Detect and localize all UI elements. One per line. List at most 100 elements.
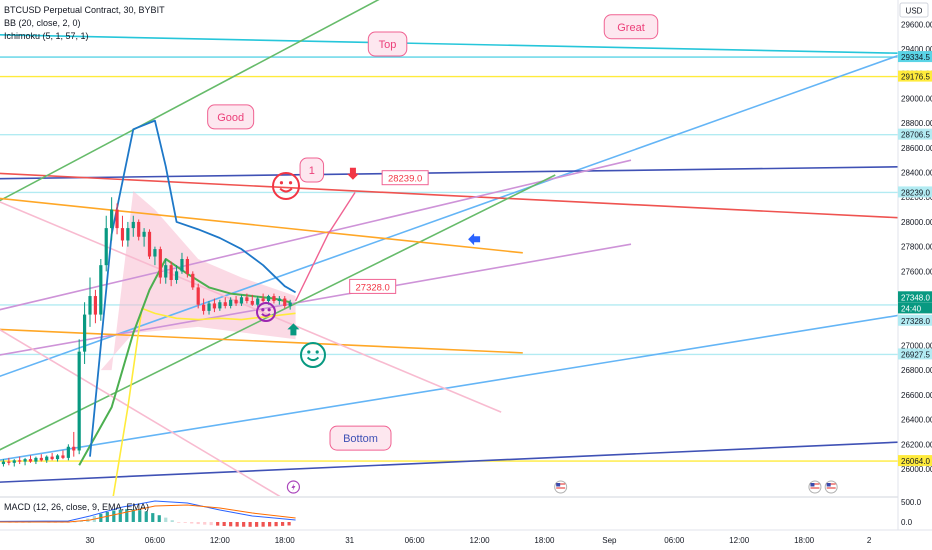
- macd-bar: [170, 520, 174, 522]
- candle-body: [191, 273, 195, 288]
- macd-bar: [196, 522, 200, 525]
- macd-bar: [73, 521, 77, 523]
- price-tick-label: 29400.00: [901, 45, 932, 54]
- candle: [202, 298, 206, 315]
- candle-body: [110, 209, 114, 229]
- trend-line: [0, 166, 898, 180]
- time-tick-label: 12:00: [210, 536, 231, 545]
- flash-icon[interactable]: [286, 480, 301, 494]
- face-icon: [300, 342, 326, 368]
- price-label-box: [381, 170, 429, 186]
- candle-body: [239, 297, 244, 304]
- candle-body: [39, 457, 43, 461]
- ichimoku-base-line: [112, 307, 296, 496]
- macd-bar: [209, 522, 213, 526]
- price-tick-label: 28800.00: [901, 119, 932, 128]
- face-eye: [279, 181, 284, 185]
- arrow-down-icon: [346, 167, 359, 180]
- flag-circle: [824, 480, 838, 494]
- candle-body: [288, 302, 292, 306]
- face-eye: [307, 350, 311, 354]
- callout-text: Great: [617, 22, 645, 34]
- price-badge-label: 29176.5: [901, 73, 930, 82]
- price-tick-label: 28600.00: [901, 144, 932, 153]
- candle-body: [147, 231, 152, 257]
- candle: [126, 221, 130, 247]
- candle-body: [158, 249, 162, 278]
- candle: [234, 296, 238, 306]
- macd-bar: [112, 510, 116, 522]
- trend-line: [0, 328, 523, 354]
- candle: [23, 457, 27, 466]
- macd-bar: [157, 515, 161, 522]
- price-badge-label: 26064.0: [901, 457, 930, 466]
- us-flag-icon[interactable]: [824, 480, 838, 494]
- candle-body: [164, 265, 168, 278]
- candle-body: [1, 461, 6, 465]
- us-flag-icon[interactable]: [808, 480, 822, 494]
- macd-tick-label: 0.0: [901, 518, 913, 527]
- macd-tick-label: 500.0: [901, 498, 922, 507]
- flag-circle: [554, 480, 568, 494]
- time-axis[interactable]: 30 06:00 12:00 18:00 31 06:00 12:00 18:00 Sep 06:…: [0, 529, 932, 550]
- candle: [28, 455, 33, 463]
- candle-body: [142, 231, 146, 237]
- candle: [93, 289, 98, 324]
- candle-body: [185, 258, 189, 274]
- candle-body: [283, 298, 287, 306]
- candle: [34, 456, 38, 465]
- price-tick-label: 27800.00: [901, 243, 932, 252]
- macd-indicator-label[interactable]: MACD (12, 26, close, 9, EMA, EMA): [4, 502, 150, 512]
- candle-body: [272, 296, 276, 301]
- candle: [272, 293, 276, 304]
- time-tick-label: 2: [867, 536, 872, 545]
- candle-body: [207, 303, 211, 311]
- candle-body: [196, 287, 200, 305]
- trend-line: [0, 172, 898, 219]
- bollinger-upper-band: [89, 119, 297, 457]
- price-axis[interactable]: USD 26000.00 26200.00 26400.00 26600.00 26800…: [897, 0, 932, 550]
- macd-bar: [222, 522, 226, 527]
- candle-body: [245, 297, 249, 301]
- ichimoku-indicator-label[interactable]: Ichimoku (5, 1, 57, 1): [4, 31, 89, 41]
- macd-bar: [235, 522, 239, 527]
- candle: [207, 300, 211, 315]
- candle-body: [169, 265, 173, 280]
- trend-line: [0, 243, 632, 356]
- callout-bubble: [367, 31, 408, 57]
- bb-indicator-label[interactable]: BB (20, close, 2, 0): [4, 18, 81, 28]
- macd-line: [0, 500, 296, 522]
- candle-body: [250, 300, 254, 305]
- price-badge: [898, 314, 932, 326]
- candle: [180, 252, 184, 274]
- price-badge-label: 28706.5: [901, 131, 930, 140]
- candle: [50, 452, 54, 461]
- price-badge-label: 26927.5: [901, 350, 930, 359]
- macd-bar: [287, 522, 291, 526]
- candle: [137, 219, 141, 241]
- macd-bar: [131, 509, 135, 522]
- neutral-face-icon: [256, 302, 276, 322]
- candle-body: [180, 258, 184, 272]
- flag-canton: [810, 483, 815, 487]
- time-tick-label: 30: [86, 536, 95, 545]
- face-eye: [261, 308, 265, 312]
- price-badge-label: 29334.5: [901, 53, 930, 62]
- candle-body: [99, 265, 103, 315]
- us-flag-icon[interactable]: [554, 480, 568, 494]
- price-badge-label: 27328.0: [901, 317, 930, 326]
- face-mouth: [261, 313, 271, 317]
- candle: [61, 450, 65, 460]
- price-tick-label: 26000.00: [901, 465, 932, 474]
- face-outline: [272, 172, 300, 200]
- candle: [277, 296, 281, 305]
- time-tick-label: 12:00: [729, 536, 750, 545]
- candle-body: [18, 460, 22, 462]
- face-eye: [267, 308, 271, 312]
- candle-body: [131, 221, 135, 229]
- candle-body: [28, 459, 33, 462]
- price-pane: 28239.0 27328.0 Top Great Good 1 Bottom: [0, 0, 898, 496]
- macd-bar: [177, 522, 181, 523]
- macd-bar: [164, 517, 168, 522]
